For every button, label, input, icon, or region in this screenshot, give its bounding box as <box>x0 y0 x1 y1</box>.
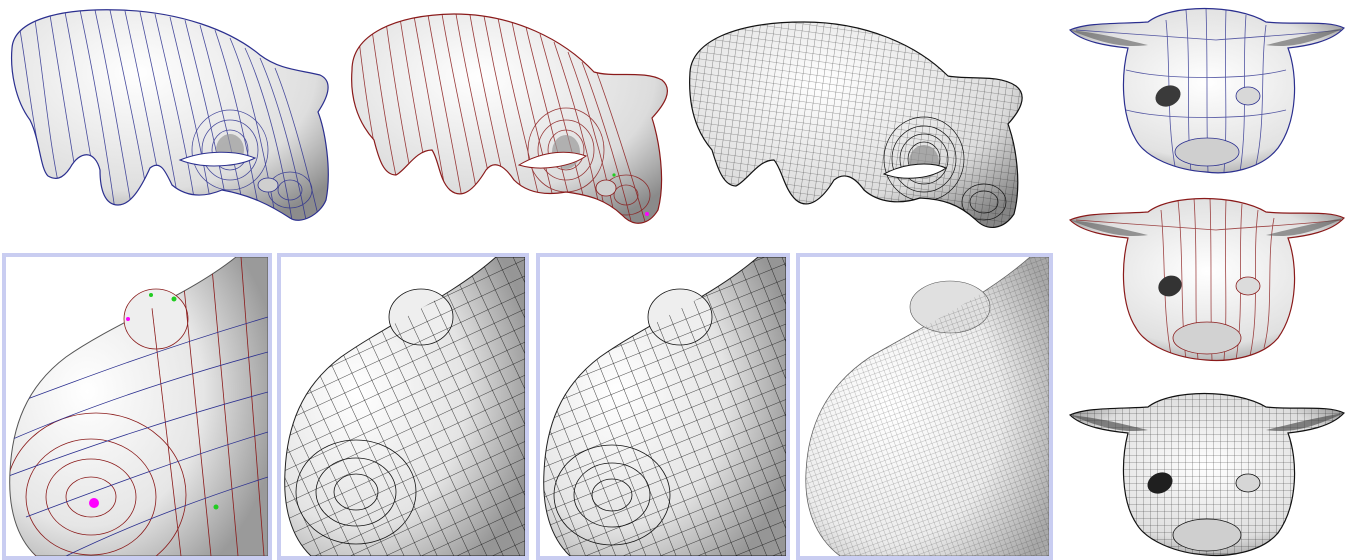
ear-left-shadow <box>1070 30 1148 47</box>
pig-front-red-svg <box>1068 197 1345 362</box>
ear-right-shadow <box>1266 413 1344 432</box>
pig-front-blue-svg <box>1068 7 1345 174</box>
eye-hole <box>1235 86 1261 106</box>
pig-front-quad-svg <box>1068 392 1345 557</box>
snout-tip <box>1174 137 1240 167</box>
snout-closeup-lines-svg <box>9 257 268 556</box>
snout-tip <box>1172 321 1242 355</box>
eye-hole <box>1147 472 1173 494</box>
singularity-point <box>612 173 616 177</box>
singularity-point <box>89 498 99 508</box>
pig-front-quad-mesh <box>1066 385 1349 560</box>
pig-side-quad-mesh <box>684 14 1034 239</box>
singularity-point <box>126 317 130 321</box>
pig-side-blue-lines <box>0 0 340 240</box>
ear-flap <box>882 163 948 179</box>
eye-hole <box>1235 276 1261 296</box>
snout-closeup-quad-coarse-2-svg <box>543 257 786 556</box>
snout-closeup-lines <box>2 253 272 560</box>
singularity-point <box>645 212 649 216</box>
eye-socket <box>257 177 279 193</box>
pig-side-red-lines <box>344 0 674 240</box>
eye-hole <box>1158 275 1182 297</box>
singularity-point <box>171 296 177 302</box>
snout-closeup-quad-coarse-svg <box>284 257 525 556</box>
eye-socket <box>595 179 617 197</box>
ear-right-shadow <box>1266 218 1344 237</box>
face-silhouette <box>1068 197 1345 362</box>
ear-left-shadow <box>1070 415 1148 432</box>
singularity-point <box>149 293 153 297</box>
pig-front-red-lines <box>1066 190 1349 365</box>
ear-flap <box>178 151 257 167</box>
pig-front-blue-lines <box>1066 0 1349 178</box>
ear-left-shadow <box>1070 220 1148 237</box>
pig-side-blue-svg <box>10 9 329 221</box>
eye-bulge <box>123 288 189 350</box>
snout-tip <box>1172 518 1242 552</box>
ear-right-shadow <box>1266 28 1344 47</box>
eye-hole <box>1155 85 1181 107</box>
snout-closeup-quad-coarse-2 <box>536 253 790 560</box>
pig-body-silhouette <box>351 13 668 224</box>
pig-side-quad-svg <box>689 21 1023 228</box>
snout-closeup-quad-fine <box>796 253 1053 560</box>
eye-hole <box>1235 473 1261 493</box>
singularity-point <box>213 504 219 510</box>
snout-closeup-quad-fine-svg <box>805 257 1049 556</box>
ear-flap <box>517 151 588 169</box>
snout-iso-lines <box>9 257 268 556</box>
pig-side-red-svg <box>351 13 668 224</box>
quad-mesh-lines <box>689 22 1023 228</box>
snout-closeup-quad-coarse <box>277 253 529 560</box>
